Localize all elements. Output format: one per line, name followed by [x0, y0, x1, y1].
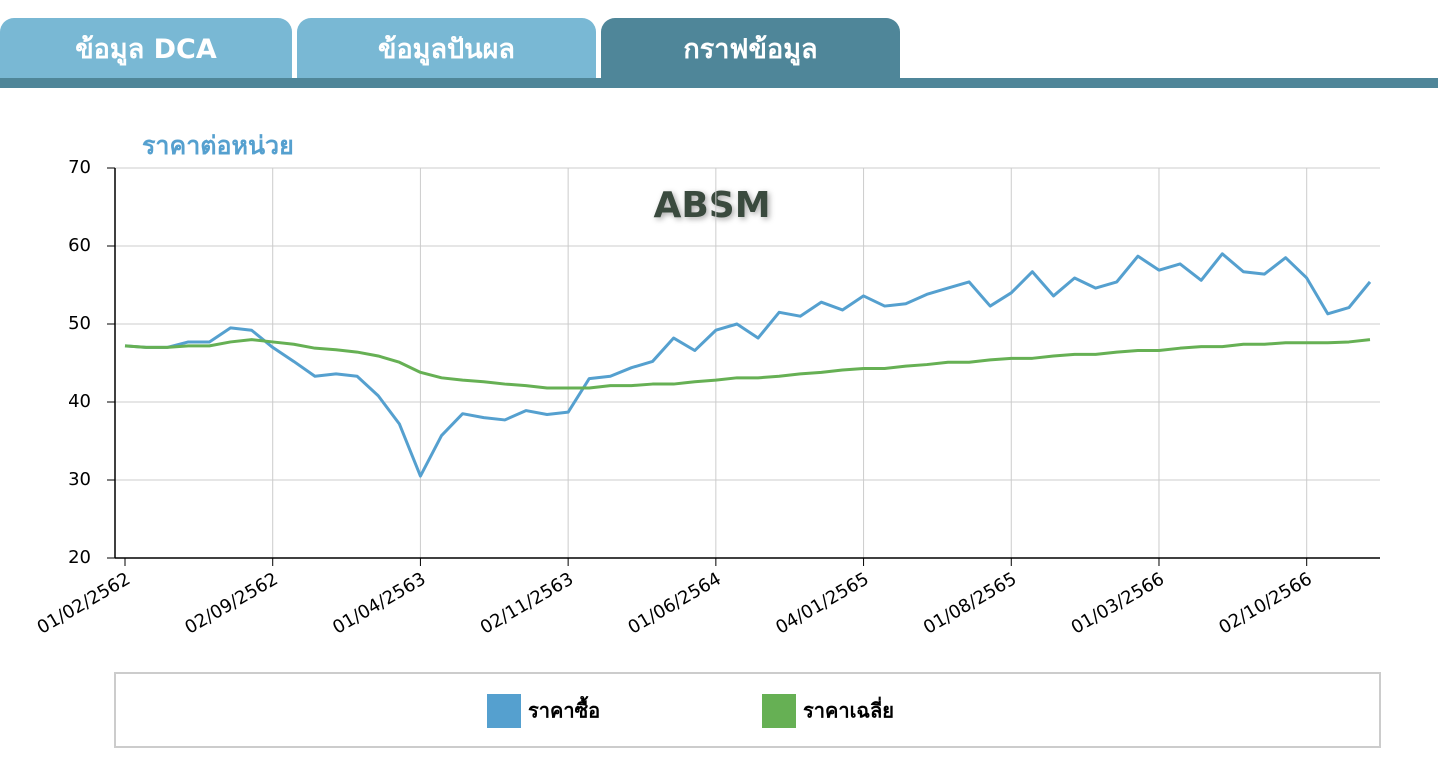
tab-active[interactable]: กราฟข้อมูล	[601, 18, 900, 78]
legend-label: ราคาเฉลี่ย	[803, 696, 894, 723]
y-tick-label: 40	[68, 391, 91, 412]
legend-swatch	[487, 694, 521, 728]
y-tick-label: 20	[68, 547, 91, 568]
y-axis-title: ราคาต่อหน่วย	[142, 131, 294, 160]
y-tick-label: 30	[68, 469, 91, 490]
legend-swatch	[762, 694, 796, 728]
x-tick-label: 02/09/2562	[181, 568, 281, 638]
x-tick-label: 02/10/2566	[1215, 568, 1315, 638]
x-tick-label: 01/02/2562	[34, 568, 134, 638]
tab[interactable]: ข้อมูลปันผล	[297, 18, 596, 78]
x-tick-label: 01/06/2564	[624, 568, 724, 638]
chart-title: ABSM	[653, 185, 770, 226]
series-line	[124, 338, 1371, 390]
tab[interactable]: ข้อมูล DCA	[0, 18, 292, 78]
x-tick-label: 02/11/2563	[477, 568, 577, 638]
legend-label: ราคาซื้อ	[528, 696, 600, 723]
y-tick-label: 60	[68, 235, 91, 256]
tab-bar	[0, 78, 1438, 88]
x-tick-label: 01/03/2566	[1068, 568, 1168, 638]
x-tick-label: 01/04/2563	[329, 568, 429, 638]
legend-box	[114, 672, 1381, 748]
series-line	[124, 252, 1372, 478]
y-tick-label: 70	[68, 157, 91, 178]
x-tick-label: 01/08/2565	[920, 568, 1020, 638]
y-tick-label: 50	[68, 313, 91, 334]
x-tick-label: 04/01/2565	[772, 568, 872, 638]
